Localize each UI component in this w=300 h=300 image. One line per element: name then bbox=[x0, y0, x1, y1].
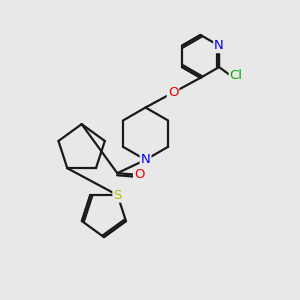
Text: Cl: Cl bbox=[230, 69, 243, 82]
Text: N: N bbox=[141, 153, 150, 166]
Text: O: O bbox=[134, 168, 145, 181]
Text: O: O bbox=[168, 86, 178, 99]
Text: S: S bbox=[113, 189, 122, 202]
Text: N: N bbox=[214, 39, 224, 52]
